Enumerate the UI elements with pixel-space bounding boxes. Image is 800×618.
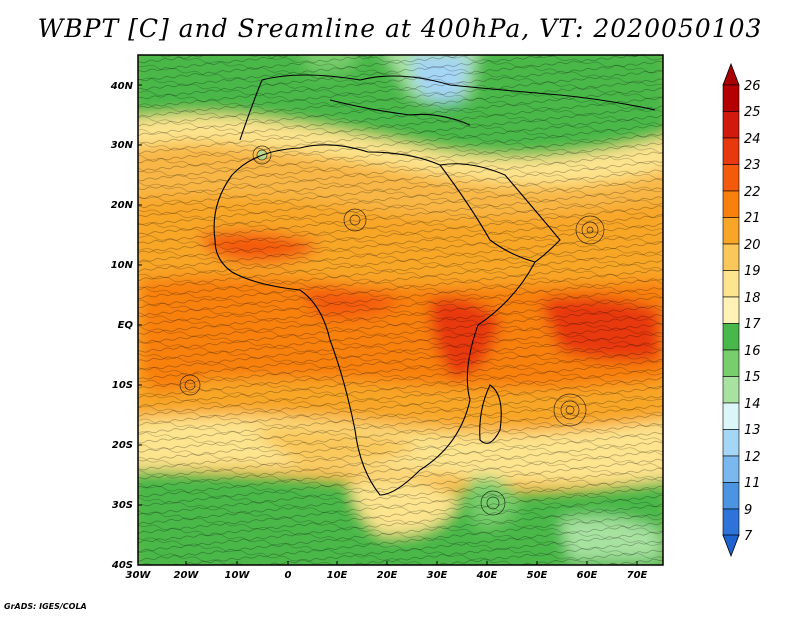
colorbar-label: 12 xyxy=(744,450,761,465)
lon-tick-label: 50E xyxy=(527,570,548,581)
lon-tick-label: 20W xyxy=(174,570,200,581)
lat-tick-label: 30N xyxy=(111,140,134,151)
credit-text: GrADS: IGES/COLA xyxy=(4,602,87,611)
colorbar-label: 25 xyxy=(744,105,761,120)
lon-tick-label: 60E xyxy=(577,570,598,581)
colorbar-swatch xyxy=(722,376,740,404)
lon-tick-label: 20E xyxy=(377,570,398,581)
colorbar-bottom-arrow xyxy=(722,534,740,558)
colorbar-label: 9 xyxy=(744,503,752,518)
colorbar-swatch xyxy=(722,349,740,377)
colorbar-swatch xyxy=(722,429,740,457)
lon-tick-label: 10W xyxy=(225,570,251,581)
colorbar-label: 7 xyxy=(744,529,753,544)
colorbar-label: 15 xyxy=(744,370,761,385)
colorbar-swatch xyxy=(722,455,740,483)
colorbar-swatch xyxy=(722,190,740,218)
colorbar-top-arrow xyxy=(722,62,740,86)
lat-tick-label: 20S xyxy=(112,440,133,451)
lat-tick-label: 10N xyxy=(111,260,134,271)
map-frame xyxy=(137,54,664,566)
colorbar-swatch xyxy=(722,111,740,139)
lon-tick-label: 10E xyxy=(327,570,348,581)
latitude-axis: 40N 30N 20N 10N EQ 10S 20S 30S 40S xyxy=(110,81,142,571)
colorbar-swatch xyxy=(722,84,740,112)
colorbar-swatch xyxy=(722,296,740,324)
lon-tick-label: 30W xyxy=(126,570,152,581)
colorbar-swatch xyxy=(722,137,740,165)
lon-tick-label: 40E xyxy=(476,570,498,581)
colorbar-label: 24 xyxy=(744,132,761,147)
colorbar-label: 17 xyxy=(744,317,761,332)
colorbar: 26 25 24 23 22 21 20 19 18 17 16 15 14 1… xyxy=(722,62,761,558)
colorbar-label: 26 xyxy=(744,79,761,94)
lat-tick-label: 40S xyxy=(111,560,133,571)
colorbar-swatch xyxy=(722,217,740,245)
lon-tick-label: 0 xyxy=(285,570,292,581)
colorbar-label: 16 xyxy=(744,344,761,359)
colorbar-label: 14 xyxy=(744,397,761,412)
map-plot-area xyxy=(138,55,663,565)
lat-tick-label: EQ xyxy=(118,320,134,331)
coastlines xyxy=(213,74,656,496)
colorbar-swatch xyxy=(722,243,740,271)
colorbar-swatch xyxy=(722,508,740,536)
colorbar-label: 11 xyxy=(744,476,761,491)
colorbar-swatch xyxy=(722,482,740,510)
lat-tick-label: 30S xyxy=(112,500,133,511)
colorbar-label: 22 xyxy=(744,185,761,200)
colorbar-swatch xyxy=(722,323,740,351)
colorbar-label: 20 xyxy=(744,238,761,253)
colorbar-label: 23 xyxy=(744,158,761,173)
colorbar-swatch xyxy=(722,270,740,298)
lat-tick-label: 40N xyxy=(110,81,134,92)
colorbar-label: 21 xyxy=(744,211,761,226)
lat-tick-label: 20N xyxy=(111,200,134,211)
colorbar-swatch xyxy=(722,402,740,430)
longitude-axis: 30W 20W 10W 0 10E 20E 30E 40E 50E 60E 70… xyxy=(126,561,648,581)
lon-tick-label: 70E xyxy=(627,570,648,581)
map-title: WBPT [C] and Sreamline at 400hPa, VT: 20… xyxy=(37,14,763,43)
lat-tick-label: 10S xyxy=(112,380,133,391)
colorbar-label: 13 xyxy=(744,423,761,438)
colorbar-swatch xyxy=(722,164,740,192)
colorbar-label: 19 xyxy=(744,264,761,279)
colorbar-label: 18 xyxy=(744,291,761,306)
lon-tick-label: 30E xyxy=(427,570,448,581)
